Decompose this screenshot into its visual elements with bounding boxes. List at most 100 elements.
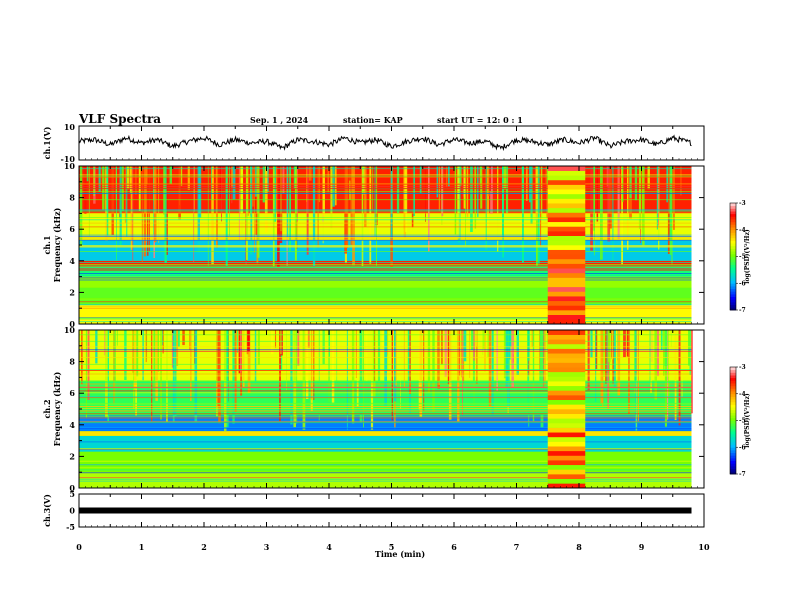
narrowband-line bbox=[79, 417, 692, 419]
burst-stripe bbox=[623, 330, 626, 358]
burst-stripe bbox=[313, 330, 315, 400]
burst-stripe bbox=[129, 166, 132, 193]
narrowband-line bbox=[79, 381, 692, 382]
burst-stripe bbox=[528, 330, 530, 427]
burst-stripe bbox=[537, 166, 540, 264]
burst-stripe bbox=[656, 330, 659, 377]
event-block-cell bbox=[547, 330, 586, 335]
burst-stripe bbox=[617, 330, 621, 396]
burst-stripe bbox=[670, 330, 672, 348]
narrowband-line bbox=[79, 275, 692, 277]
burst-stripe bbox=[280, 330, 283, 356]
time-tick-label: 5 bbox=[389, 542, 395, 552]
freq-tick-label: 6 bbox=[69, 388, 75, 398]
burst-stripe bbox=[98, 166, 101, 192]
colorbar-cell bbox=[730, 264, 736, 268]
narrowband-line bbox=[79, 251, 692, 252]
burst-stripe bbox=[469, 330, 471, 378]
burst-stripe bbox=[496, 330, 498, 391]
burst-stripe bbox=[286, 330, 287, 391]
burst-stripe bbox=[472, 330, 475, 406]
narrowband-line bbox=[79, 369, 692, 370]
event-block-cell bbox=[547, 258, 586, 264]
colorbar-cell bbox=[730, 208, 736, 212]
colorbar-cell bbox=[730, 291, 736, 295]
narrowband-line bbox=[79, 268, 692, 270]
ch1-waveform-line bbox=[78, 134, 692, 152]
colorbar-cell bbox=[730, 224, 736, 228]
burst-stripe bbox=[593, 166, 595, 231]
narrowband-line bbox=[79, 210, 692, 212]
event-block-cell bbox=[547, 319, 586, 325]
burst-stripe bbox=[474, 166, 477, 229]
burst-stripe bbox=[607, 330, 611, 363]
event-block-cell bbox=[547, 198, 586, 204]
burst-stripe bbox=[242, 330, 245, 387]
event-block-cell bbox=[547, 305, 586, 311]
burst-stripe bbox=[603, 330, 605, 377]
ch2-colorbar: -3 -4 -5 -6 -7 log(PSD)(V²/Hz) bbox=[729, 364, 751, 478]
event-block-cell bbox=[547, 166, 586, 171]
narrowband-line bbox=[79, 209, 692, 211]
freq-tick-label: 0 bbox=[69, 319, 75, 329]
burst-stripe bbox=[600, 330, 604, 404]
narrowband-line bbox=[79, 375, 692, 377]
freq-tick-label: 10 bbox=[64, 325, 76, 335]
narrowband-line bbox=[79, 239, 692, 241]
burst-stripe bbox=[351, 330, 355, 424]
colorbar-cell bbox=[730, 377, 736, 381]
colorbar-cell bbox=[730, 227, 736, 231]
burst-stripe bbox=[667, 330, 670, 398]
burst-stripe bbox=[628, 330, 630, 414]
burst-stripe bbox=[160, 330, 162, 420]
burst-stripe bbox=[141, 166, 143, 263]
burst-stripe bbox=[544, 330, 546, 384]
burst-stripe bbox=[587, 330, 590, 391]
narrowband-line bbox=[79, 340, 692, 342]
burst-stripe bbox=[370, 330, 374, 430]
event-block-cell bbox=[547, 348, 586, 354]
time-tick-label: 9 bbox=[639, 542, 645, 552]
narrowband-line bbox=[79, 448, 692, 450]
burst-stripe bbox=[488, 330, 492, 407]
burst-stripe bbox=[484, 330, 486, 372]
colorbar-tick-label: -6 bbox=[739, 280, 746, 287]
colorbar-cell bbox=[730, 232, 736, 236]
burst-stripe bbox=[540, 166, 542, 247]
burst-stripe bbox=[674, 330, 677, 420]
station-label: station= KAP bbox=[343, 115, 403, 125]
burst-stripe bbox=[607, 166, 611, 242]
narrowband-line bbox=[79, 477, 692, 479]
narrowband-line bbox=[79, 246, 692, 248]
burst-stripe bbox=[638, 166, 641, 230]
event-block-cell bbox=[547, 357, 586, 363]
burst-stripe bbox=[446, 166, 448, 188]
burst-stripe bbox=[666, 330, 669, 420]
burst-stripe bbox=[470, 166, 473, 232]
burst-stripe bbox=[247, 330, 250, 351]
colorbar-cell bbox=[730, 393, 736, 397]
event-block-cell bbox=[547, 390, 586, 396]
burst-stripe bbox=[335, 166, 337, 206]
narrowband-line bbox=[79, 237, 692, 238]
narrowband-line bbox=[79, 334, 692, 336]
narrowband-line bbox=[79, 192, 692, 194]
event-block-cell bbox=[547, 441, 586, 447]
burst-stripe bbox=[267, 166, 269, 192]
time-tick-label: 0 bbox=[76, 542, 82, 552]
burst-stripe bbox=[113, 330, 115, 405]
narrowband-line bbox=[79, 175, 692, 177]
burst-stripe bbox=[238, 166, 240, 240]
narrowband-line bbox=[79, 273, 692, 274]
colorbar-cell bbox=[730, 375, 736, 379]
narrowband-line bbox=[79, 218, 692, 219]
burst-stripe bbox=[282, 166, 285, 194]
burst-stripe bbox=[663, 330, 665, 376]
narrowband-line bbox=[79, 304, 692, 306]
event-block-cell bbox=[547, 170, 586, 176]
burst-stripe bbox=[365, 330, 368, 381]
event-block-cell bbox=[547, 399, 586, 405]
burst-stripe bbox=[641, 166, 643, 233]
burst-stripe bbox=[436, 166, 439, 198]
burst-stripe bbox=[280, 330, 282, 354]
